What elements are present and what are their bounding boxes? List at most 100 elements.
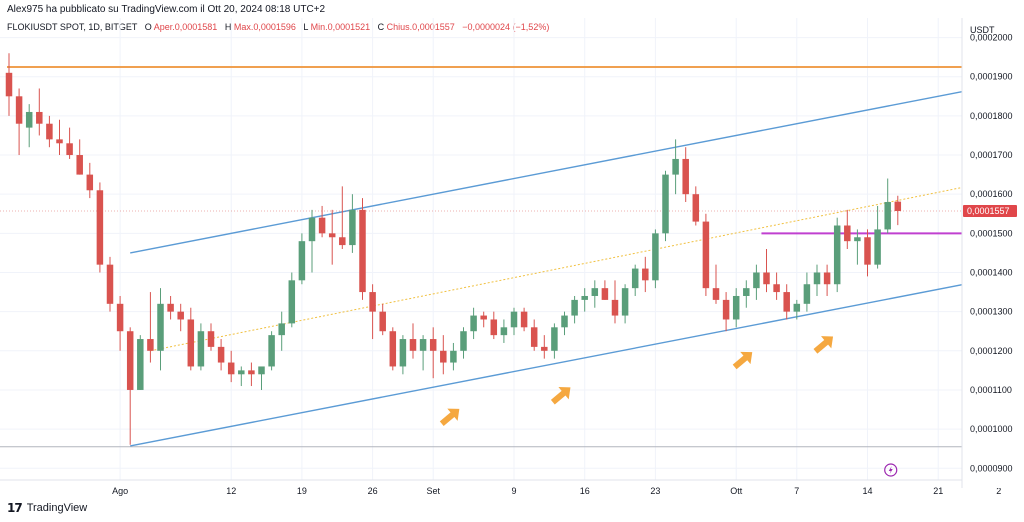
- candle: [480, 311, 487, 328]
- candle-body: [753, 272, 760, 289]
- candle: [389, 327, 397, 371]
- candle-body: [339, 237, 346, 246]
- candle: [611, 280, 619, 324]
- arrow-shape: [813, 336, 834, 354]
- price-tick-label: 0,0001800: [970, 111, 1013, 121]
- candle: [76, 139, 83, 175]
- channel-upper-line: [130, 83, 999, 254]
- candle: [601, 280, 609, 300]
- candle-body: [389, 331, 397, 367]
- price-tick-label: 0,0001500: [970, 228, 1013, 238]
- price-tick-label: 0,0001400: [970, 267, 1013, 277]
- candle: [732, 288, 740, 328]
- time-tick-label: 7: [794, 486, 799, 496]
- price-tick-label: 0,0001700: [970, 150, 1013, 160]
- candle-body: [712, 288, 720, 300]
- candle: [298, 233, 306, 285]
- price-chart[interactable]: Ago 12 19 26 Set 9 16 23 Ott 7 14 21 2 USDT0,0002000…: [0, 0, 1024, 500]
- candle: [359, 198, 366, 300]
- candle-body: [66, 143, 73, 156]
- candle: [217, 339, 225, 371]
- lightning-bolt: [888, 466, 893, 474]
- candle-body: [187, 319, 195, 367]
- candle-body: [147, 339, 154, 351]
- candle-body: [682, 158, 689, 195]
- time-tick-label: Ott: [730, 486, 743, 496]
- symbol-legend: FLOKIUSDT SPOT, 1D, BITGET O Aper.0,0001…: [7, 22, 549, 32]
- candle: [187, 307, 195, 371]
- candle-body: [450, 350, 457, 363]
- time-tick-label: 16: [580, 486, 590, 496]
- candle-body: [298, 241, 306, 281]
- candle: [803, 272, 811, 312]
- candle: [813, 264, 821, 296]
- price-tick-label: 0,0001900: [970, 72, 1013, 82]
- high-value: Max.0,0001596: [233, 22, 296, 32]
- candle-body: [308, 217, 316, 242]
- candle-body: [541, 346, 548, 351]
- arrow-shape: [732, 351, 753, 370]
- low-value: Min.0,0001521: [310, 22, 371, 32]
- candle: [490, 311, 498, 340]
- up-arrow-icon: [439, 408, 460, 427]
- candle-body: [278, 323, 285, 336]
- time-tick-label: 14: [862, 486, 872, 496]
- candle: [823, 264, 831, 296]
- close-value: Chius.0,0001557: [386, 22, 455, 32]
- candle-body: [137, 339, 144, 390]
- candle: [541, 335, 548, 359]
- candle: [278, 311, 285, 351]
- candle: [833, 217, 841, 293]
- candle: [409, 323, 417, 359]
- candle: [36, 88, 43, 136]
- candle-body: [702, 221, 710, 289]
- candle: [369, 284, 376, 340]
- candle-body: [530, 327, 538, 347]
- candle-body: [409, 339, 417, 351]
- candle-body: [672, 158, 679, 175]
- candle-body: [611, 299, 619, 316]
- candle-body: [116, 303, 124, 332]
- lightning-icon: [884, 463, 898, 477]
- candle: [793, 299, 801, 320]
- price-tick-label: 0,0001100: [970, 385, 1012, 395]
- candle: [157, 288, 164, 371]
- candle-body: [460, 331, 467, 351]
- arrow-annotations: [439, 336, 834, 427]
- close-label: C: [377, 22, 385, 32]
- candle: [288, 272, 296, 328]
- candle-body: [894, 201, 902, 212]
- up-arrow-icon: [550, 387, 571, 405]
- candle-body: [571, 299, 578, 316]
- candle-body: [581, 295, 588, 300]
- candle-body: [56, 139, 63, 144]
- candle: [621, 284, 629, 324]
- candle-body: [177, 311, 184, 320]
- candle-body: [238, 370, 245, 375]
- candle: [571, 295, 578, 324]
- candle: [510, 307, 518, 336]
- candle: [450, 342, 457, 371]
- candle-body: [227, 362, 235, 375]
- candle: [46, 115, 53, 148]
- time-tick-label: Ago: [112, 486, 128, 496]
- lightning-circle: [884, 463, 898, 477]
- up-arrow-icon: [813, 336, 834, 354]
- candle-body: [369, 292, 376, 312]
- candle-body: [773, 284, 780, 293]
- time-tick-label: 21: [933, 486, 943, 496]
- price-tick-label: 0,0000900: [970, 463, 1013, 473]
- low-label: L: [303, 22, 309, 32]
- candle-body: [823, 272, 831, 285]
- candle-body: [5, 72, 13, 97]
- arrow-shape: [439, 408, 460, 427]
- candle-body: [652, 233, 659, 281]
- candle-body: [126, 331, 134, 390]
- candle: [551, 323, 558, 359]
- candle-body: [520, 311, 528, 328]
- candle: [844, 209, 851, 249]
- footer-brand: 17 TradingView: [7, 501, 87, 515]
- current-price-badge: [963, 205, 1017, 218]
- candle-body: [86, 174, 94, 191]
- candle: [126, 327, 134, 445]
